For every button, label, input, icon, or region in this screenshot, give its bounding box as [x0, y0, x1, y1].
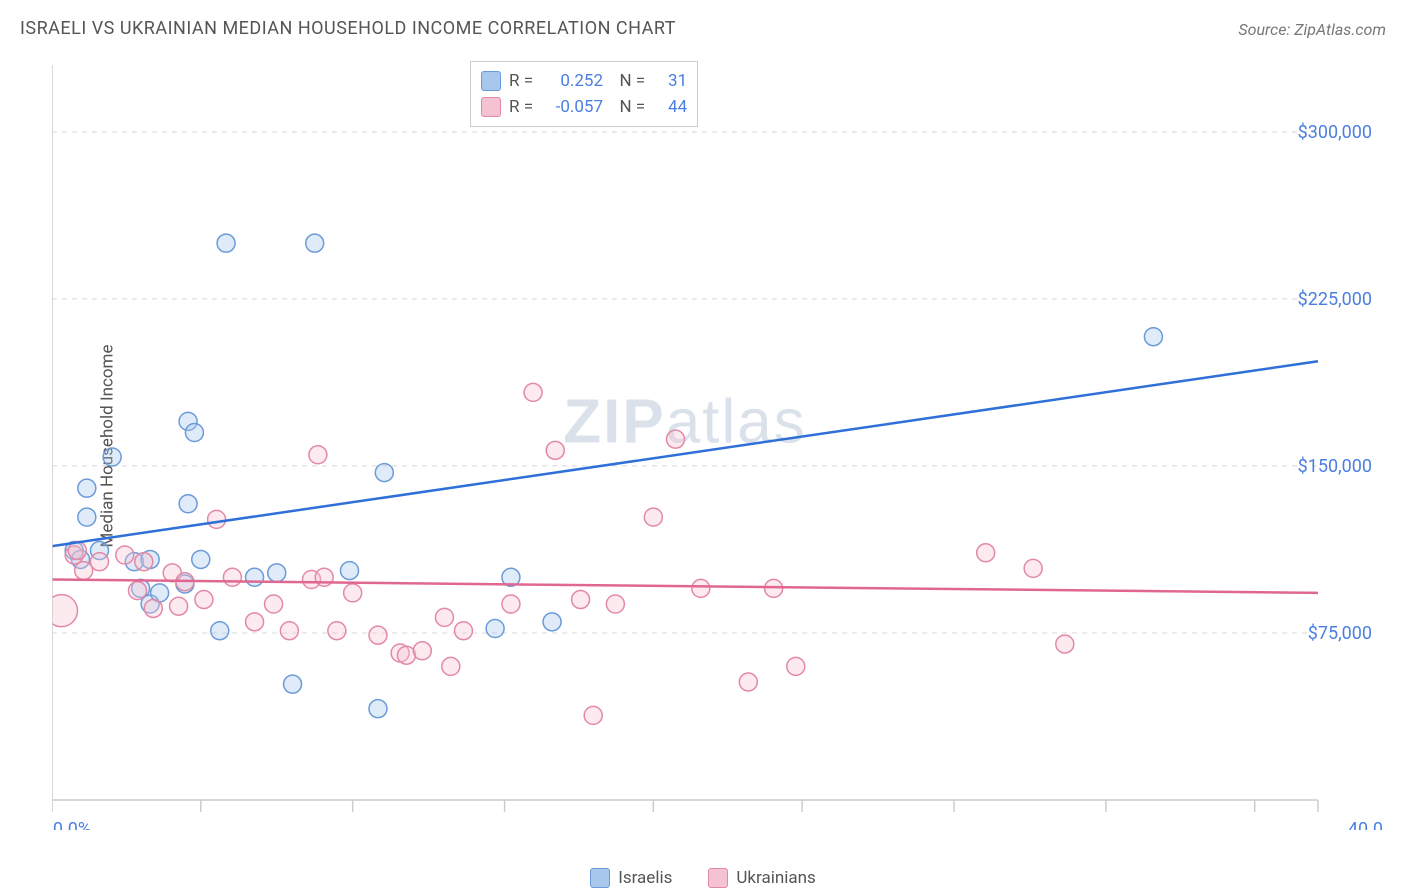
corr-n-value: 44 [653, 94, 687, 120]
corr-r-label: R = [509, 68, 533, 94]
ukrainians-point [195, 591, 213, 609]
israelis-point [486, 620, 504, 638]
y-tick-label: $225,000 [1298, 289, 1372, 310]
israelis-point [341, 562, 359, 580]
swatch-israelis [481, 71, 501, 91]
corr-n-label: N = [611, 94, 645, 120]
israelis-point [375, 464, 393, 482]
x-tick-label-right: 40.0% [1348, 819, 1382, 830]
israelis-point [179, 495, 197, 513]
ukrainians-point [116, 546, 134, 564]
ukrainians-point [502, 595, 520, 613]
legend-item-ukrainians: Ukrainians [708, 868, 815, 888]
israelis-point [103, 448, 121, 466]
corr-r-label: R = [509, 94, 533, 120]
y-tick-label: $300,000 [1298, 122, 1372, 143]
ukrainians-point [977, 544, 995, 562]
ukrainians-point [280, 622, 298, 640]
ukrainians-trendline [52, 580, 1318, 593]
ukrainians-point [413, 642, 431, 660]
israelis-point [369, 700, 387, 718]
israelis-point [211, 622, 229, 640]
swatch-ukrainians [481, 97, 501, 117]
ukrainians-point [369, 626, 387, 644]
ukrainians-point [606, 595, 624, 613]
chart-title: ISRAELI VS UKRAINIAN MEDIAN HOUSEHOLD IN… [20, 18, 676, 39]
ukrainians-point [572, 591, 590, 609]
israelis-point [543, 613, 561, 631]
x-tick-label-left: 0.0% [53, 819, 91, 830]
y-tick-label: $150,000 [1298, 456, 1372, 477]
corr-r-value: -0.057 [541, 94, 603, 120]
corr-row-israelis: R = 0.252 N = 31 [481, 68, 687, 94]
israelis-point [192, 550, 210, 568]
ukrainians-point [75, 562, 93, 580]
scatter-chart: $75,000 $150,000 $225,000 $300,000 ZIPatlas 0… [52, 55, 1382, 830]
ukrainians-point [667, 430, 685, 448]
ukrainians-point [1056, 635, 1074, 653]
ukrainians-point [208, 510, 226, 528]
ukrainians-point [344, 584, 362, 602]
corr-r-value: 0.252 [541, 68, 603, 94]
ukrainians-point [787, 657, 805, 675]
watermark: ZIPatlas [563, 388, 806, 457]
israelis-point [284, 675, 302, 693]
plot-area: $75,000 $150,000 $225,000 $300,000 ZIPatlas 0… [52, 55, 1382, 830]
y-tick-label: $75,000 [1308, 623, 1372, 644]
ukrainians-point [644, 508, 662, 526]
series-legend: Israelis Ukrainians [0, 868, 1406, 888]
israelis-point [185, 424, 203, 442]
israelis-point [246, 568, 264, 586]
israelis-point [268, 564, 286, 582]
ukrainians-point [170, 597, 188, 615]
ukrainians-point [442, 657, 460, 675]
israelis-point [1144, 328, 1162, 346]
corr-row-ukrainians: R = -0.057 N = 44 [481, 94, 687, 120]
ukrainians-point [328, 622, 346, 640]
ukrainians-point [144, 599, 162, 617]
legend-label: Israelis [618, 868, 672, 888]
ukrainians-point [1024, 559, 1042, 577]
ukrainians-point [223, 568, 241, 586]
ukrainians-point [265, 595, 283, 613]
source-label: Source: ZipAtlas.com [1238, 20, 1386, 39]
ukrainians-point [90, 553, 108, 571]
corr-n-value: 31 [653, 68, 687, 94]
correlation-legend: R = 0.252 N = 31 R = -0.057 N = 44 [470, 61, 698, 127]
legend-item-israelis: Israelis [590, 868, 672, 888]
ukrainians-point [454, 622, 472, 640]
ukrainians-point [128, 582, 146, 600]
legend-label: Ukrainians [736, 868, 815, 888]
swatch-israelis [590, 868, 610, 888]
ukrainians-point [135, 553, 153, 571]
ukrainians-point [546, 441, 564, 459]
ukrainians-point [246, 613, 264, 631]
ukrainians-point [524, 383, 542, 401]
corr-n-label: N = [611, 68, 645, 94]
ukrainians-point [739, 673, 757, 691]
ukrainians-point [52, 595, 77, 627]
israelis-point [217, 234, 235, 252]
ukrainians-point [435, 608, 453, 626]
swatch-ukrainians [708, 868, 728, 888]
israelis-point [306, 234, 324, 252]
israelis-point [78, 508, 96, 526]
israelis-point [78, 479, 96, 497]
ukrainians-point [309, 446, 327, 464]
ukrainians-point [692, 579, 710, 597]
ukrainians-point [584, 706, 602, 724]
